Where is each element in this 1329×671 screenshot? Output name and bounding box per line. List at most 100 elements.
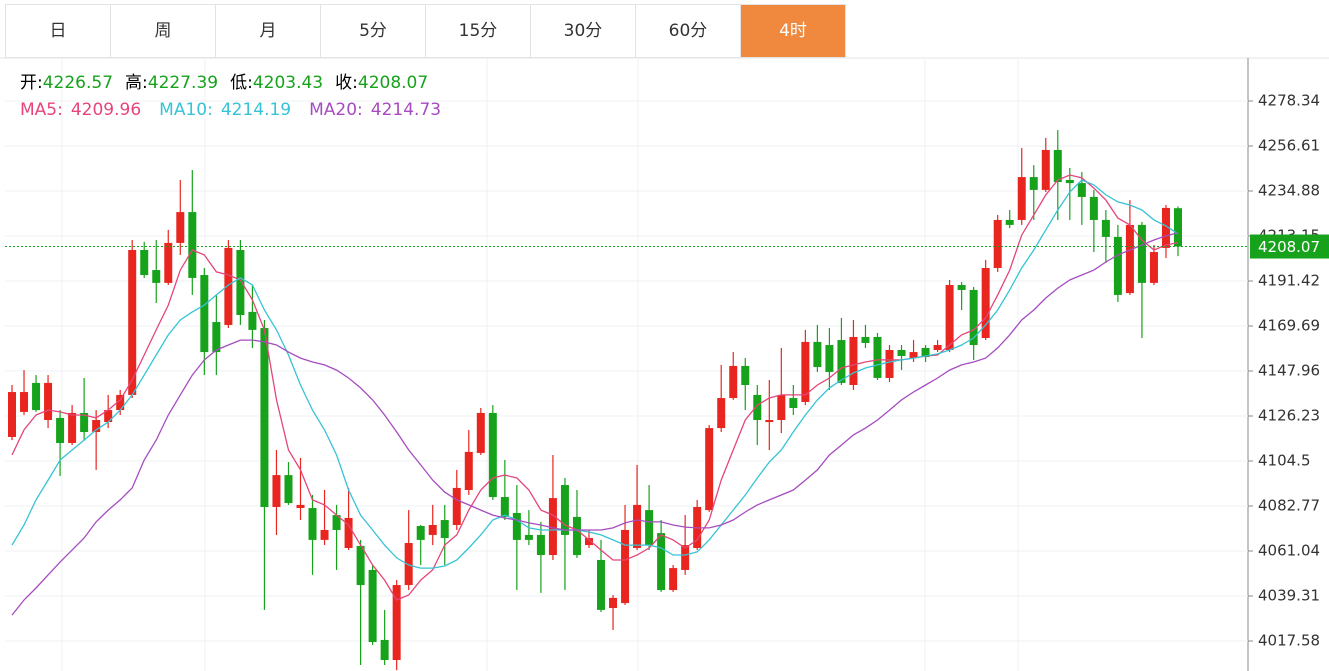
candle-body bbox=[765, 420, 774, 423]
period-tab[interactable]: 月 bbox=[216, 5, 321, 57]
candle-body bbox=[32, 382, 41, 411]
candle-body bbox=[729, 365, 738, 399]
candle-body bbox=[633, 504, 642, 548]
y-tick-label: 4104.5 bbox=[1258, 452, 1311, 470]
ohlc-label: 高: bbox=[125, 73, 148, 93]
legend-value: 4214.73 bbox=[370, 100, 442, 120]
candle-body bbox=[1053, 149, 1062, 183]
candle-body bbox=[500, 497, 509, 517]
candle-body bbox=[224, 247, 233, 325]
candle-body bbox=[885, 350, 894, 378]
candle-body bbox=[849, 336, 858, 386]
ohlc-label: 开: bbox=[20, 73, 43, 93]
candle-body bbox=[1101, 219, 1110, 237]
candle-body bbox=[248, 311, 257, 330]
candle-body bbox=[512, 512, 521, 540]
candle-body bbox=[56, 417, 65, 443]
candle-body bbox=[392, 585, 401, 661]
period-tab[interactable]: 60分 bbox=[636, 5, 741, 57]
period-tab[interactable]: 30分 bbox=[531, 5, 636, 57]
y-tick-label: 4039.31 bbox=[1258, 587, 1320, 605]
candle-body bbox=[44, 382, 53, 421]
candle-body bbox=[92, 420, 101, 433]
candle-body bbox=[536, 534, 545, 556]
ohlc-value: 4208.07 bbox=[357, 73, 429, 93]
period-tab[interactable]: 15分 bbox=[426, 5, 531, 57]
candle-body bbox=[909, 352, 918, 359]
candle-body bbox=[8, 392, 16, 437]
legend-label: MA10: bbox=[159, 100, 213, 120]
candle-body bbox=[116, 394, 125, 411]
candle-body bbox=[524, 534, 533, 540]
candle-body bbox=[80, 412, 89, 433]
legend-value: 4209.96 bbox=[70, 100, 142, 120]
candle-body bbox=[236, 249, 245, 316]
candle-body bbox=[1005, 219, 1014, 225]
y-tick-label: 4061.04 bbox=[1258, 542, 1320, 560]
candle-body bbox=[284, 475, 293, 504]
candle-body bbox=[560, 485, 569, 535]
candle-body bbox=[272, 475, 281, 507]
y-tick-label: 4126.23 bbox=[1258, 407, 1320, 425]
candle-body bbox=[813, 341, 822, 367]
candle-body bbox=[1041, 149, 1050, 190]
ma-row: MA5: 4209.96 MA10: 4214.19 MA20: 4214.73 bbox=[20, 97, 441, 124]
candle-body bbox=[464, 451, 473, 490]
ohlc-value: 4226.57 bbox=[42, 73, 114, 93]
candle-body bbox=[1161, 207, 1170, 248]
ohlc-value: 4203.43 bbox=[252, 73, 324, 93]
candle-body bbox=[621, 529, 630, 604]
candle-body bbox=[320, 529, 329, 540]
vertical-grid bbox=[61, 58, 1019, 671]
candles bbox=[8, 130, 1182, 671]
period-tab[interactable]: 日 bbox=[6, 5, 111, 57]
candle-body bbox=[981, 267, 990, 338]
candle-body bbox=[861, 336, 870, 343]
candle-body bbox=[356, 545, 365, 586]
candle-body bbox=[753, 394, 762, 421]
candle-body bbox=[128, 249, 137, 395]
candle-body bbox=[969, 289, 978, 346]
last-price-label: 4208.07 bbox=[1258, 238, 1320, 256]
candle-body bbox=[993, 219, 1002, 268]
candle-body bbox=[1149, 252, 1158, 283]
candle-body bbox=[873, 336, 882, 378]
candle-body bbox=[801, 341, 810, 402]
candle-body bbox=[296, 504, 305, 509]
y-tick-label: 4169.69 bbox=[1258, 317, 1320, 335]
ohlc-label: 低: bbox=[230, 73, 253, 93]
candle-body bbox=[1077, 183, 1086, 197]
candle-body bbox=[260, 328, 269, 507]
y-tick-label: 4082.77 bbox=[1258, 497, 1320, 515]
candle-body bbox=[404, 543, 413, 586]
candle-body bbox=[440, 520, 449, 539]
candle-body bbox=[1065, 179, 1074, 184]
candle-body bbox=[344, 517, 353, 548]
candle-body bbox=[705, 428, 714, 511]
ohlc-value: 4227.39 bbox=[147, 73, 219, 93]
ma-line bbox=[11, 232, 1179, 616]
period-tab[interactable]: 4时 bbox=[741, 5, 846, 57]
last-price-box bbox=[1250, 234, 1329, 259]
candle-body bbox=[68, 412, 77, 443]
candle-body bbox=[176, 212, 185, 243]
candle-body bbox=[1174, 208, 1182, 247]
candle-body bbox=[488, 412, 497, 498]
period-tab[interactable]: 5分 bbox=[321, 5, 426, 57]
y-tick-label: 4256.61 bbox=[1258, 136, 1320, 154]
candle-body bbox=[212, 322, 221, 353]
y-tick-label: 4017.58 bbox=[1258, 632, 1320, 650]
ma-line bbox=[11, 179, 1179, 569]
candle-body bbox=[152, 270, 161, 283]
candle-body bbox=[476, 412, 485, 453]
candle-body bbox=[921, 347, 930, 358]
candle-body bbox=[380, 639, 389, 661]
candle-body bbox=[645, 510, 654, 546]
period-tab[interactable]: 周 bbox=[111, 5, 216, 57]
candle-body bbox=[777, 394, 786, 421]
candle-body bbox=[1089, 196, 1098, 220]
candle-body bbox=[368, 569, 377, 643]
candle-body bbox=[308, 508, 317, 540]
candle-body bbox=[188, 212, 197, 278]
